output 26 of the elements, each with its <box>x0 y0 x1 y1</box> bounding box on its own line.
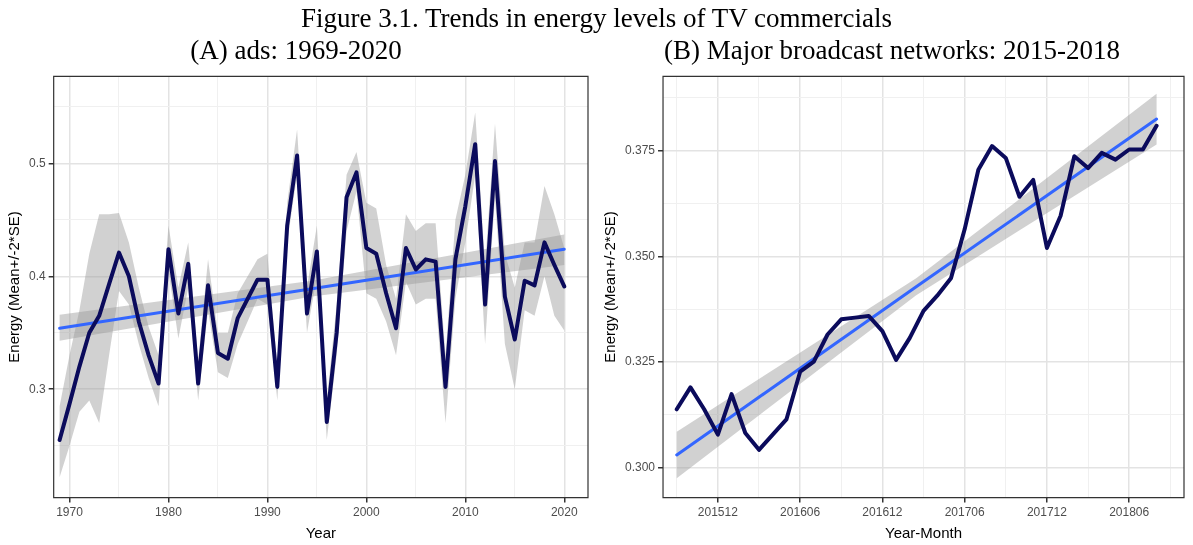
y-axis-title: Energy (Mean+/-2*SE) <box>601 211 619 363</box>
x-tick-label: 1980 <box>155 505 183 520</box>
x-axis-title: Year <box>305 524 336 542</box>
y-tick-label: 0.3 <box>28 381 46 396</box>
x-tick-label: 201712 <box>1026 505 1068 520</box>
x-tick-label: 1990 <box>254 505 282 520</box>
y-tick-label: 0.350 <box>625 248 656 263</box>
x-tick-label: 201612 <box>862 505 903 520</box>
caption: Figure 3.1. Trends in energy levels of TV commercials <box>301 3 892 33</box>
x-tick-label: 201806 <box>1109 505 1150 520</box>
y-tick-label: 0.5 <box>28 155 46 170</box>
x-tick-label: 2020 <box>550 505 578 520</box>
x-tick-label: 201706 <box>944 505 985 520</box>
x-tick-label: 201606 <box>780 505 821 520</box>
y-axis-title: Energy (Mean+/-2*SE) <box>5 211 23 363</box>
y-tick-label: 0.325 <box>625 354 656 369</box>
x-axis-title: Year-Month <box>885 524 963 542</box>
x-tick-label: 2010 <box>451 505 479 520</box>
chart-title: (B) Major broadcast networks: 2015-2018 <box>664 35 1120 66</box>
x-tick-label: 2000 <box>353 505 381 520</box>
y-tick-label: 0.375 <box>625 143 656 158</box>
y-tick-label: 0.4 <box>28 268 46 283</box>
x-tick-label: 1970 <box>56 505 84 520</box>
x-tick-label: 201512 <box>697 505 739 520</box>
chart-title: (A) ads: 1969-2020 <box>190 35 402 66</box>
y-tick-label: 0.300 <box>625 459 656 474</box>
